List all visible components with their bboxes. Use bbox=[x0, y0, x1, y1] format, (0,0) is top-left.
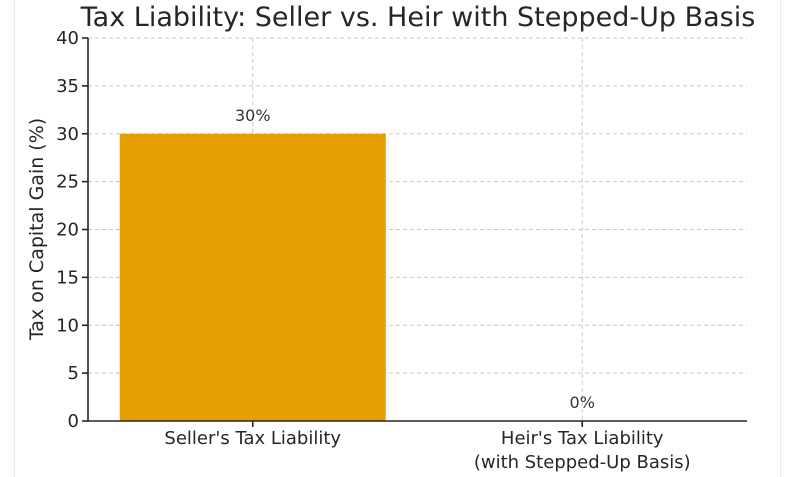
x-tick-label: (with Stepped-Up Basis) bbox=[474, 452, 691, 473]
y-tick-label: 20 bbox=[56, 220, 79, 241]
labels: 30% 0% 0 5 10 15 20 25 30 35 40 Seller's Tax Liabil… bbox=[56, 28, 691, 473]
data-label: 0% bbox=[570, 393, 595, 412]
figure-frame bbox=[14, 0, 781, 477]
x-tick-label: Heir's Tax Liability bbox=[501, 428, 664, 449]
bar bbox=[119, 133, 386, 421]
y-tick-label: 40 bbox=[56, 28, 79, 49]
y-tick-label: 25 bbox=[56, 172, 79, 193]
bars bbox=[119, 133, 386, 421]
y-tick-label: 35 bbox=[56, 76, 79, 97]
y-axis-label: Tax on Capital Gain (%) bbox=[26, 118, 48, 341]
chart-title: Tax Liability: Seller vs. Heir with Step… bbox=[80, 2, 756, 33]
data-label: 30% bbox=[235, 106, 271, 125]
y-tick-label: 10 bbox=[56, 315, 79, 336]
y-tick-label: 0 bbox=[68, 411, 79, 432]
y-tick-label: 15 bbox=[56, 267, 79, 288]
axes bbox=[82, 37, 747, 427]
y-tick-label: 5 bbox=[68, 363, 79, 384]
x-tick-label: Seller's Tax Liability bbox=[164, 428, 341, 449]
y-tick-label: 30 bbox=[56, 124, 79, 145]
